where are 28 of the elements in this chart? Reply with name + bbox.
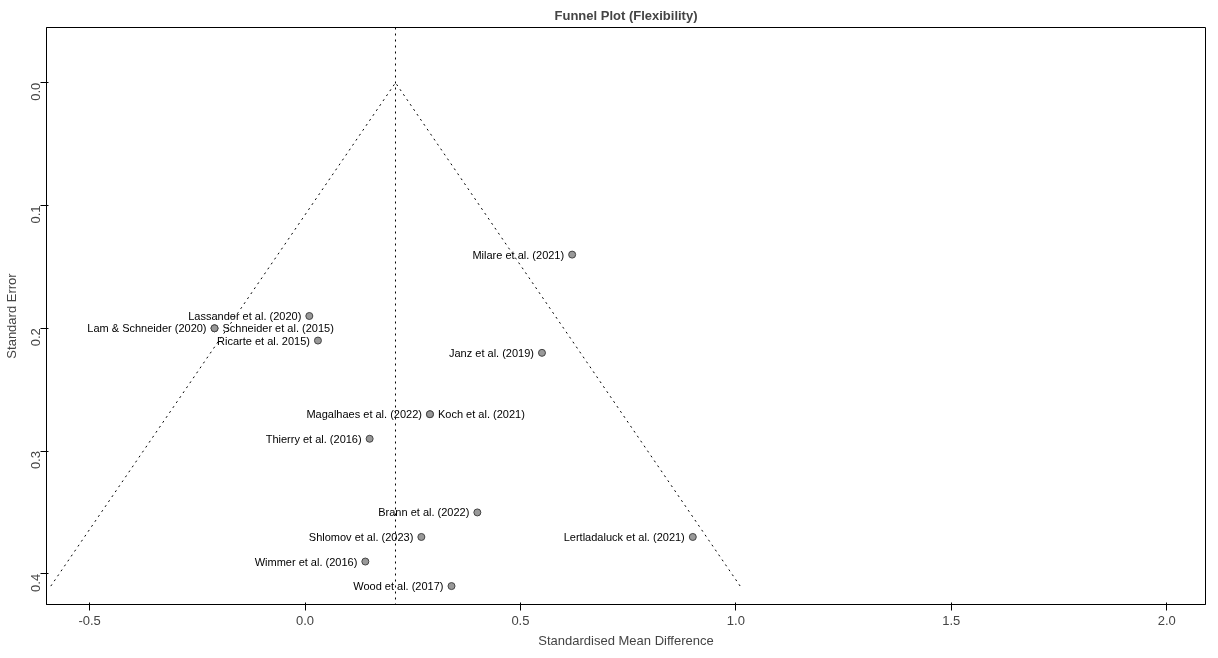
- x-tick-label: -0.5: [78, 612, 101, 628]
- annotation: Thierry et al. (2016): [265, 432, 362, 445]
- annotation: Brann et al. (2022): [378, 506, 470, 519]
- annotation: Magalhaes et al. (2022): [306, 408, 422, 421]
- annotation: Wood et al. (2017): [353, 580, 444, 593]
- annotation: Lertladaluck et al. (2021): [563, 530, 685, 543]
- y-tick-label: 0.2: [28, 328, 43, 347]
- x-tick-label: 1.0: [726, 612, 745, 628]
- annotation: Koch et al. (2021): [437, 408, 525, 421]
- x-tick-label: 0.5: [511, 612, 530, 628]
- annotation: Lassander et al. (2020): [188, 310, 302, 322]
- chart-title: Funnel Plot (Flexibility): [554, 7, 698, 23]
- annotation: Wimmer et al. (2016): [254, 555, 358, 568]
- annotation: Ricarte et al. 2015): [217, 334, 310, 347]
- annotation: Shlomov et al. (2023): [308, 530, 414, 543]
- y-tick-label: 0.0: [28, 82, 43, 101]
- y-axis-title: Standard Error: [3, 272, 19, 359]
- annotation: Schneider et al. (2015): [222, 322, 334, 335]
- x-axis-title: Standardised Mean Difference: [538, 632, 714, 648]
- annotation: Milare et al. (2021): [472, 248, 565, 261]
- y-tick-label: 0.1: [28, 205, 43, 224]
- x-tick-label: 2.0: [1157, 612, 1176, 628]
- y-tick-label: 0.4: [28, 573, 43, 592]
- x-tick-label: 1.5: [942, 612, 961, 628]
- x-tick-label: 0.0: [295, 612, 315, 628]
- annotation: Janz et al. (2019): [448, 346, 534, 359]
- y-tick-label: 0.3: [28, 451, 43, 470]
- annotation: Lam & Schneider (2020): [87, 322, 207, 335]
